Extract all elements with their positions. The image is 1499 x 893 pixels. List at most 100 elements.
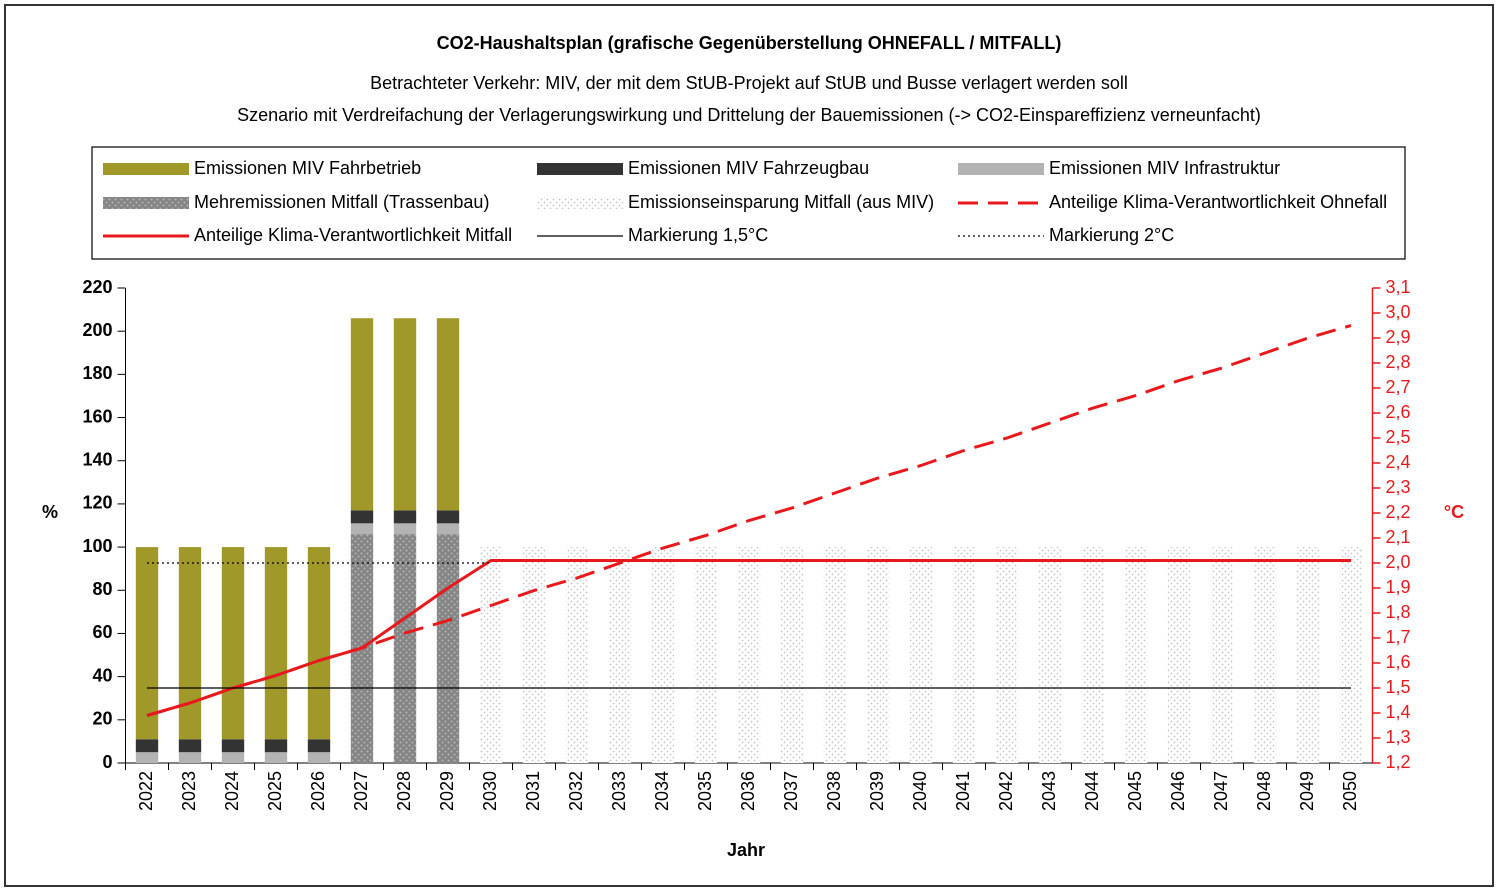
y2-tick-label: 1,7 — [1386, 627, 1411, 647]
y2-axis-label: °C — [1444, 502, 1464, 522]
bar-segment — [1296, 547, 1320, 763]
subtitle: Betrachteter Verkehr: MIV, der mit dem S… — [370, 73, 1128, 93]
y-tick-label: 0 — [102, 752, 112, 772]
x-tick-label: 2028 — [394, 771, 414, 811]
bar-segment — [823, 547, 847, 763]
y2-tick-label: 1,9 — [1386, 577, 1411, 597]
bar-segment — [522, 547, 546, 763]
y-tick-label: 80 — [92, 579, 112, 599]
legend-label: Anteilige Klima-Verantwortlichkeit Ohnef… — [1049, 192, 1387, 212]
x-tick-label: 2027 — [351, 771, 371, 811]
bar-segment — [651, 547, 675, 763]
bar-segment — [350, 523, 374, 535]
x-tick-label: 2045 — [1125, 771, 1145, 811]
x-tick-label: 2036 — [738, 771, 758, 811]
y-tick-label: 60 — [92, 622, 112, 642]
bar-segment — [135, 739, 159, 753]
bar-segment — [221, 739, 245, 753]
x-tick-label: 2038 — [824, 771, 844, 811]
x-tick-label: 2024 — [222, 771, 242, 811]
bar-segment — [135, 752, 159, 763]
y-tick-label: 180 — [82, 363, 112, 383]
legend-label: Emissionen MIV Fahrzeugbau — [628, 158, 869, 178]
y2-tick-label: 2,6 — [1386, 402, 1411, 422]
legend-swatch — [537, 163, 623, 175]
y2-tick-label: 1,6 — [1386, 652, 1411, 672]
bar-segment — [737, 547, 761, 763]
bar-segment — [307, 547, 331, 740]
y2-tick-label: 3,0 — [1386, 302, 1411, 322]
bar-segment — [694, 547, 718, 763]
y2-tick-label: 3,1 — [1386, 277, 1411, 297]
y-tick-label: 40 — [92, 665, 112, 685]
y2-tick-label: 2,8 — [1386, 352, 1411, 372]
y-axis-label: % — [42, 502, 58, 522]
legend-label: Markierung 1,5°C — [628, 225, 768, 245]
bar-segment — [393, 534, 417, 763]
subtitle: Szenario mit Verdreifachung der Verlager… — [237, 105, 1261, 125]
bar-segment — [393, 510, 417, 524]
x-tick-label: 2048 — [1254, 771, 1274, 811]
bar-segment — [393, 523, 417, 535]
y2-tick-label: 2,3 — [1386, 477, 1411, 497]
y2-tick-label: 2,5 — [1386, 427, 1411, 447]
bar-segment — [1253, 547, 1277, 763]
legend-label: Emissionseinsparung Mitfall (aus MIV) — [628, 192, 934, 212]
y2-tick-label: 2,7 — [1386, 377, 1411, 397]
x-tick-label: 2032 — [566, 771, 586, 811]
bar-segment — [565, 547, 589, 763]
legend-label: Markierung 2°C — [1049, 225, 1174, 245]
x-tick-label: 2034 — [652, 771, 672, 811]
x-tick-label: 2030 — [480, 771, 500, 811]
y-tick-label: 220 — [82, 277, 112, 297]
x-axis-label: Jahr — [727, 840, 765, 860]
bar-segment — [307, 739, 331, 753]
x-tick-label: 2023 — [179, 771, 199, 811]
legend-swatch — [958, 163, 1044, 175]
bar-segment — [178, 752, 202, 763]
y-tick-label: 20 — [92, 709, 112, 729]
bar-segment — [264, 547, 288, 740]
x-tick-label: 2044 — [1082, 771, 1102, 811]
bar-segment — [952, 547, 976, 763]
bar-segment — [780, 547, 804, 763]
bar-segment — [866, 547, 890, 763]
legend-swatch — [103, 163, 189, 175]
legend-label: Mehremissionen Mitfall (Trassenbau) — [194, 192, 489, 212]
bar-segment — [178, 547, 202, 740]
y2-tick-label: 2,4 — [1386, 452, 1411, 472]
y2-tick-label: 2,1 — [1386, 527, 1411, 547]
bar-segment — [436, 510, 460, 524]
legend-swatch — [103, 197, 189, 209]
legend-swatch — [537, 197, 623, 209]
bar-segment — [393, 318, 417, 511]
bar-segment — [350, 318, 374, 511]
line-series — [146, 559, 1351, 717]
y-tick-label: 120 — [82, 493, 112, 513]
x-tick-label: 2041 — [953, 771, 973, 811]
bar-segment — [1339, 547, 1363, 763]
x-tick-label: 2031 — [523, 771, 543, 811]
bar-segment — [995, 547, 1019, 763]
y2-tick-label: 2,9 — [1386, 327, 1411, 347]
x-tick-label: 2022 — [136, 771, 156, 811]
x-tick-label: 2049 — [1297, 771, 1317, 811]
y-tick-label: 200 — [82, 320, 112, 340]
y2-tick-label: 2,0 — [1386, 552, 1411, 572]
y2-tick-label: 2,2 — [1386, 502, 1411, 522]
x-tick-label: 2035 — [695, 771, 715, 811]
bar-segment — [1167, 547, 1191, 763]
x-tick-label: 2033 — [609, 771, 629, 811]
bar-segment — [135, 547, 159, 740]
bar-segment — [479, 547, 503, 763]
bar-segment — [1210, 547, 1234, 763]
bar-segment — [436, 523, 460, 535]
y-tick-label: 160 — [82, 406, 112, 426]
bar-segment — [1038, 547, 1062, 763]
y-tick-label: 100 — [82, 536, 112, 556]
y2-tick-label: 1,2 — [1386, 752, 1411, 772]
y2-tick-label: 1,4 — [1386, 702, 1411, 722]
bar-segment — [909, 547, 933, 763]
bar-segment — [436, 318, 460, 511]
